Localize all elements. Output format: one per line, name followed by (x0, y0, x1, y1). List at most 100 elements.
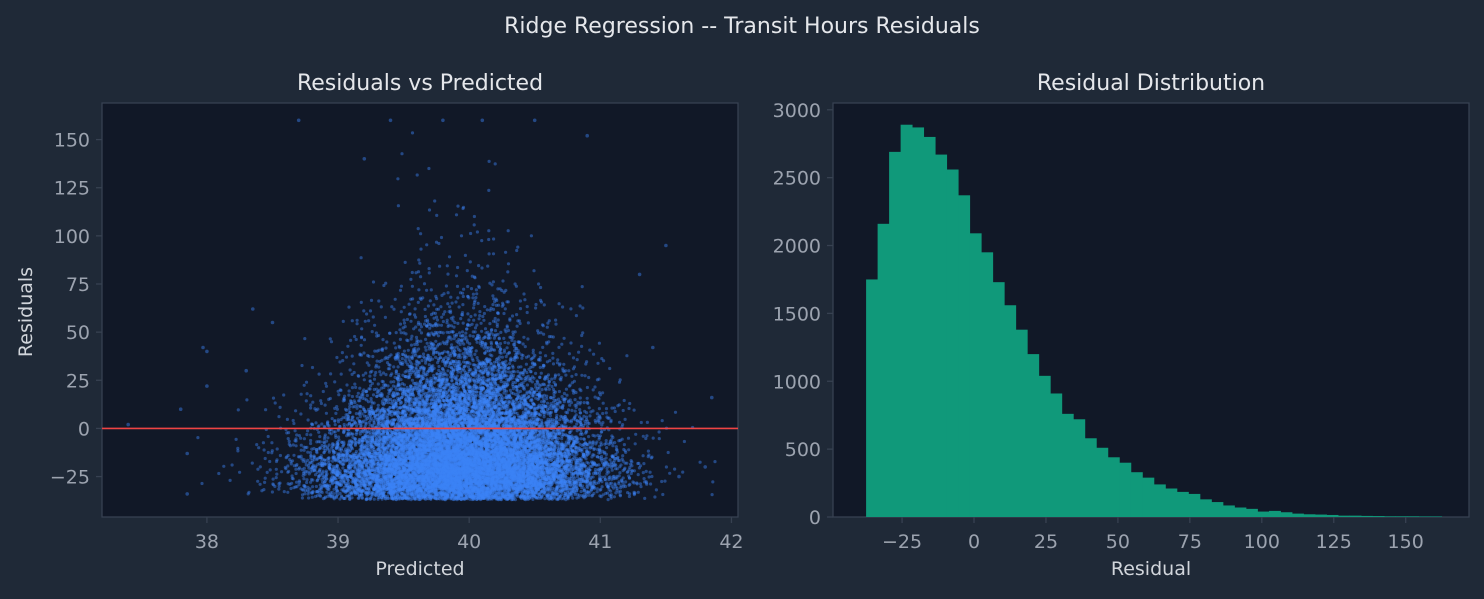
scatter-point (363, 483, 367, 487)
scatter-point (538, 365, 542, 369)
scatter-point (461, 367, 465, 371)
scatter-point (469, 287, 474, 291)
scatter-point (422, 451, 426, 456)
scatter-point (560, 342, 564, 346)
scatter-point (250, 461, 254, 465)
scatter-point (299, 412, 303, 416)
scatter-point (476, 466, 480, 470)
scatter-point (459, 317, 463, 321)
scatter-point (363, 453, 367, 457)
scatter-point (455, 284, 460, 288)
scatter-point (520, 356, 524, 360)
scatter-point (481, 399, 485, 403)
scatter-point (406, 452, 410, 456)
scatter-point (612, 459, 616, 463)
scatter-point (470, 467, 474, 471)
scatter-point (359, 256, 363, 260)
scatter-point (478, 310, 482, 314)
scatter-point (573, 480, 577, 485)
scatter-point (431, 475, 435, 480)
scatter-point (475, 230, 479, 234)
scatter-point (441, 463, 445, 468)
scatter-point (583, 374, 587, 378)
scatter-point (439, 323, 444, 327)
scatter-point (398, 431, 402, 435)
scatter-point (543, 491, 547, 495)
scatter-point (457, 424, 461, 428)
scatter-point (518, 461, 522, 465)
scatter-point (497, 476, 501, 480)
scatter-point (495, 461, 499, 465)
scatter-point (586, 401, 590, 405)
scatter-point (448, 456, 452, 460)
scatter-point (425, 451, 429, 455)
scatter-point (278, 453, 282, 458)
scatter-point (487, 252, 491, 256)
scatter-point (459, 454, 463, 458)
scatter-point (529, 234, 534, 238)
scatter-point (522, 496, 526, 500)
scatter-point (340, 476, 344, 480)
scatter-point (558, 418, 562, 422)
scatter-point (481, 380, 485, 384)
scatter-point (446, 369, 450, 373)
scatter-point (504, 496, 508, 500)
scatter-point (634, 432, 638, 436)
scatter-point (472, 306, 476, 310)
scatter-point (401, 446, 405, 450)
scatter-point (479, 487, 483, 491)
scatter-point (396, 204, 400, 208)
scatter-point (372, 497, 376, 501)
scatter-point (494, 471, 498, 475)
scatter-point (261, 441, 265, 445)
scatter-point (551, 492, 555, 496)
scatter-point (396, 365, 400, 369)
scatter-point (278, 405, 282, 409)
scatter-point (365, 469, 369, 473)
scatter-point (460, 330, 465, 334)
scatter-point (434, 487, 438, 491)
scatter-point (417, 347, 421, 351)
scatter-point (322, 437, 327, 441)
scatter-point (369, 497, 373, 501)
scatter-point (552, 478, 556, 482)
scatter-point (403, 458, 407, 462)
scatter-point (421, 482, 425, 486)
scatter-panel: Residuals vs Predicted 38 39 40 41 42 −25025… (15, 71, 744, 580)
scatter-point (333, 380, 337, 384)
scatter-point (541, 324, 545, 328)
scatter-point (402, 321, 407, 325)
scatter-point (461, 294, 465, 299)
scatter-point (380, 386, 384, 390)
scatter-point (473, 450, 477, 454)
scatter-point (488, 465, 492, 469)
scatter-point (457, 337, 461, 342)
scatter-point (472, 395, 476, 399)
scatter-point (561, 367, 565, 371)
scatter-point (404, 471, 408, 475)
scatter-point (434, 453, 438, 457)
scatter-point (491, 492, 495, 497)
scatter-point (448, 305, 452, 309)
scatter-point (412, 493, 417, 497)
scatter-point (388, 482, 392, 486)
scatter-point (466, 416, 470, 420)
scatter-point (375, 359, 379, 363)
scatter-point (455, 477, 459, 481)
scatter-point (499, 447, 503, 451)
scatter-point (625, 354, 629, 358)
scatter-point (412, 456, 416, 460)
scatter-point (419, 232, 423, 236)
scatter-point (500, 304, 504, 308)
scatter-point (379, 305, 383, 309)
scatter-point (299, 443, 303, 447)
scatter-point (471, 334, 475, 338)
scatter-point (317, 430, 321, 434)
scatter-point (538, 351, 542, 355)
scatter-point (372, 458, 376, 462)
scatter-point (445, 330, 449, 334)
scatter-point (423, 345, 427, 349)
scatter-point (587, 493, 591, 497)
scatter-point (341, 466, 345, 470)
scatter-point (573, 409, 577, 413)
